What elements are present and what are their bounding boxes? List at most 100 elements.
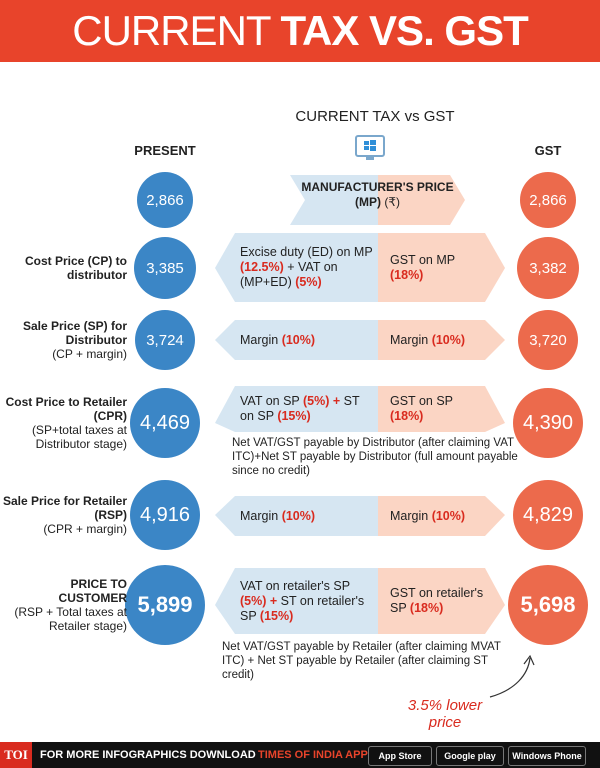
label-bold: Cost Price to Retailer (CPR) [5, 395, 127, 423]
present-box [215, 233, 378, 302]
arrow-head [523, 654, 535, 666]
gst-text: GST on MP (18%) [390, 233, 485, 302]
text: GST on retailer's SP [390, 586, 484, 615]
label-normal: (SP+total taxes at Distributor stage) [31, 423, 127, 451]
present-text-inner: VAT on SP (5%) + ST on SP (15%) [240, 394, 375, 424]
footer: TOI FOR MORE INFOGRAPHICS DOWNLOAD TIMES… [0, 742, 600, 768]
gst-value: 2,866 [520, 172, 576, 228]
present-value: 4,916 [130, 480, 200, 550]
gst-value: 3,382 [517, 237, 579, 299]
rate: (10%) [431, 508, 466, 523]
gst-text: GST on SP (18%) [390, 386, 485, 432]
badge[interactable]: Google play [436, 746, 504, 766]
gst-box [378, 568, 505, 634]
title-bold: TAX VS. GST [280, 7, 528, 54]
present-box [215, 568, 378, 634]
gst-text: Margin (10%) [390, 320, 485, 360]
present-value: 3,385 [134, 237, 196, 299]
label-normal: (RSP + Total taxes at Retailer stage) [14, 605, 127, 633]
gst-text-inner: GST on SP (18%) [390, 394, 485, 424]
center-box-left [290, 175, 378, 225]
rate: (15%) [259, 608, 294, 623]
gst-text-inner: Margin (10%) [390, 509, 465, 524]
center-box-right [378, 175, 465, 225]
rate: (5%) + [240, 593, 278, 608]
label-bold: PRICE TO CUSTOMER [58, 577, 127, 605]
monitor-icon [355, 135, 385, 160]
label-bold: Cost Price (CP) to distributor [24, 254, 127, 282]
badge[interactable]: App Store [368, 746, 432, 766]
text: Margin [240, 332, 282, 347]
present-text: Margin (10%) [240, 320, 375, 360]
subtitle: CURRENT TAX vs GST [295, 108, 455, 125]
center-label: MANUFACTURER'S PRICE (MP) (₹) [300, 180, 455, 220]
gst-box [378, 320, 505, 360]
present-text: VAT on SP (5%) + ST on SP (15%) [240, 386, 375, 432]
row-label: Sale Price (SP) for Distributor (CP + mar… [2, 312, 127, 368]
rate: (5%) + [303, 394, 341, 408]
present-text-inner: Margin (10%) [240, 333, 315, 348]
label-normal: (CP + margin) [52, 347, 127, 361]
present-text-inner: Margin (10%) [240, 509, 315, 524]
annotation-arrow [489, 657, 531, 698]
gst-value: 4,390 [513, 388, 583, 458]
col-present: PRESENT [134, 143, 196, 158]
gst-text: Margin (10%) [390, 496, 485, 536]
present-box [215, 320, 378, 360]
badge[interactable]: Windows Phone [508, 746, 586, 766]
label-normal: (CPR + margin) [43, 522, 127, 536]
rate: (10%) [431, 332, 466, 347]
gst-box [378, 233, 505, 302]
present-value: 5,899 [125, 565, 205, 645]
gst-text-inner: GST on MP (18%) [390, 253, 485, 283]
rate: (18%) [409, 601, 444, 615]
gst-value: 3,720 [518, 310, 578, 370]
title-light: CURRENT [72, 7, 271, 54]
text: Margin [390, 508, 432, 523]
text: + VAT on (MP+ED) [240, 260, 338, 289]
present-box [215, 386, 378, 432]
text: ST on SP [240, 394, 360, 423]
rate: (12.5%) [240, 260, 284, 274]
center-bold: MANUFACTURER'S PRICE (MP) [301, 180, 454, 209]
rate: (18%) [390, 267, 424, 282]
text: GST on MP [390, 252, 455, 267]
present-value: 2,866 [137, 172, 193, 228]
present-text-inner: VAT on retailer's SP (5%) + ST on retail… [240, 579, 375, 624]
gst-text-inner: Margin (10%) [390, 333, 465, 348]
rate: (15%) [277, 409, 311, 423]
label-bold: Sale Price for Retailer (RSP) [2, 494, 127, 522]
text: Margin [390, 332, 432, 347]
row-label: Cost Price (CP) to distributor [2, 240, 127, 296]
present-text: Excise duty (ED) on MP (12.5%) + VAT on … [240, 233, 375, 302]
footer-text: FOR MORE INFOGRAPHICS DOWNLOAD [40, 749, 256, 761]
annotation: 3.5% lower price [407, 697, 483, 731]
gst-text-inner: GST on retailer's SP (18%) [390, 586, 485, 616]
note: Net VAT/GST payable by Retailer (after c… [222, 641, 501, 681]
row-label: Cost Price to Retailer (CPR) (SP+total ta… [2, 395, 127, 451]
gst-box [378, 386, 505, 432]
rate: (18%) [390, 409, 424, 423]
row-label: Sale Price for Retailer (RSP) (CPR + marg… [2, 487, 127, 543]
gst-value: 4,829 [513, 480, 583, 550]
toi-logo: TOI [0, 742, 32, 768]
note: Net VAT/GST payable by Distributor (afte… [232, 437, 518, 477]
present-box [215, 496, 378, 536]
present-text: Margin (10%) [240, 496, 375, 536]
present-text-inner: Excise duty (ED) on MP (12.5%) + VAT on … [240, 245, 375, 290]
text: Excise duty (ED) on MP [240, 245, 373, 259]
present-text: VAT on retailer's SP (5%) + ST on retail… [240, 568, 375, 634]
rate: (10%) [281, 332, 316, 347]
present-value: 4,469 [130, 388, 200, 458]
col-gst: GST [534, 143, 562, 158]
rate: (5%) [295, 275, 322, 289]
present-value: 3,724 [135, 310, 195, 370]
text: VAT on retailer's SP [240, 578, 350, 593]
rate: (10%) [281, 508, 316, 523]
header: CURRENT TAX VS. GST [0, 0, 600, 62]
center-normal: (₹) [384, 195, 400, 209]
gst-value: 5,698 [508, 565, 588, 645]
text: ST on retailer's SP [240, 593, 365, 623]
